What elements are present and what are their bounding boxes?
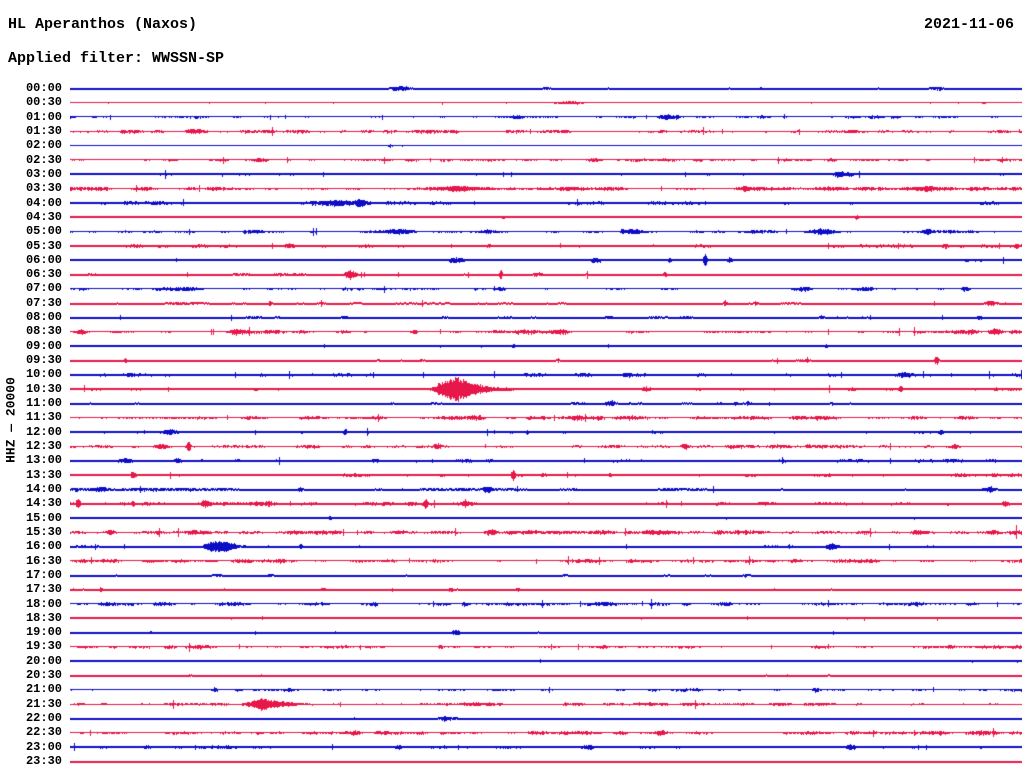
time-label: 18:30 [25, 610, 62, 625]
time-label: 22:00 [25, 711, 62, 726]
time-label: 11:30 [25, 410, 62, 425]
time-label: 01:00 [25, 109, 62, 124]
time-label: 15:00 [25, 510, 62, 525]
time-label: 17:00 [25, 567, 62, 582]
time-label: 03:00 [25, 166, 62, 181]
time-label: 04:30 [25, 209, 62, 224]
time-label: 02:00 [25, 138, 62, 153]
time-label: 19:30 [25, 639, 62, 654]
time-label: 14:00 [25, 481, 62, 496]
time-label: 19:00 [25, 625, 62, 640]
time-label: 00:00 [25, 81, 62, 95]
station-title: HL Aperanthos (Naxos) [8, 16, 198, 33]
time-label: 01:30 [25, 123, 62, 138]
time-label: 20:00 [25, 653, 62, 668]
time-label: 08:30 [25, 324, 62, 339]
time-label: 21:00 [25, 682, 62, 697]
time-label: 16:00 [25, 539, 62, 554]
time-label: 17:30 [25, 582, 62, 597]
time-label: 23:30 [25, 754, 62, 769]
time-label: 16:30 [25, 553, 62, 568]
time-label: 10:30 [25, 381, 62, 396]
time-label: 12:00 [25, 424, 62, 439]
time-label: 11:00 [25, 396, 62, 411]
applied-filter-label: Applied filter: WWSSN-SP [8, 50, 225, 67]
time-label: 10:00 [25, 367, 62, 382]
time-label: 23:00 [25, 739, 62, 754]
time-label: 09:00 [25, 338, 62, 353]
time-label: 05:00 [25, 224, 62, 239]
time-label: 07:30 [25, 295, 62, 310]
time-label: 08:00 [25, 310, 62, 325]
seismogram-canvas [70, 80, 1022, 772]
time-label: 12:30 [25, 439, 62, 453]
time-label: 04:00 [25, 195, 62, 210]
time-label: 13:00 [25, 453, 62, 468]
time-label: 07:00 [25, 281, 62, 296]
time-label: 02:30 [25, 152, 62, 167]
time-label: 06:30 [25, 267, 62, 282]
plot-date: 2021-11-06 [923, 16, 1014, 33]
time-label: 09:30 [25, 353, 62, 368]
time-label: 06:00 [25, 252, 62, 267]
time-label: 22:30 [25, 725, 62, 740]
time-label: 20:30 [25, 668, 62, 683]
time-label: 15:30 [25, 524, 62, 539]
time-label: 14:30 [25, 496, 62, 511]
time-label: 03:30 [25, 181, 62, 196]
time-label: 05:30 [25, 238, 62, 253]
time-label: 00:30 [25, 95, 62, 110]
time-label: 18:00 [25, 596, 62, 611]
time-label: 21:30 [25, 696, 62, 711]
time-label: 13:30 [25, 467, 62, 482]
